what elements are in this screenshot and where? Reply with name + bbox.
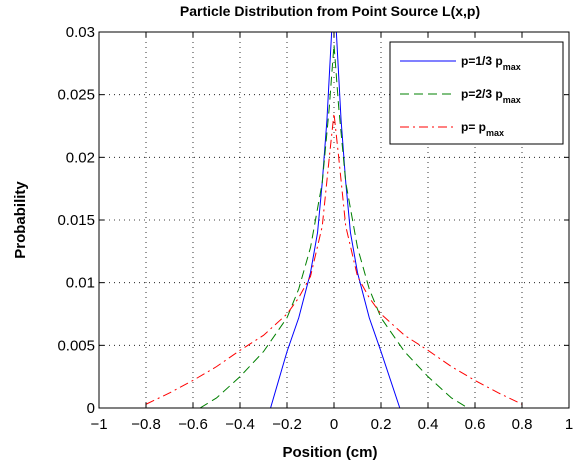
x-tick-label: −0.8 [131,416,161,433]
x-tick-label: 0 [330,416,338,433]
plot-area [145,32,523,408]
legend: p=1/3 pmax p=2/3 pmax p= pmax [389,41,564,145]
x-tick-label: 1 [565,416,573,433]
legend-box [389,41,564,145]
grid [99,32,569,408]
x-tick-label: 0.4 [418,416,439,433]
series-line-2 [199,44,469,408]
x-tick-label: −0.4 [225,416,255,433]
y-tick-label: 0 [87,400,95,417]
legend-label-1: p=1/3 pmax [461,54,521,72]
y-tick-label: 0.025 [57,87,95,104]
y-tick-label: 0.02 [66,149,95,166]
x-tick-label: 0.8 [512,416,533,433]
x-tick-label: 0.6 [465,416,486,433]
y-tick-label: 0.015 [57,212,95,229]
x-tick-label: −0.6 [178,416,208,433]
y-tick-label: 0.01 [66,275,95,292]
legend-label-3: p= pmax [461,120,504,138]
chart-title: Particle Distribution from Point Source … [180,3,480,19]
x-axis-label: Position (cm) [282,444,377,461]
legend-label-2: p=2/3 pmax [461,87,521,105]
y-tick-label: 0.03 [66,24,95,41]
x-tick-label: −0.2 [272,416,302,433]
x-tick-label: 0.2 [371,416,392,433]
y-axis-label: Probability [12,181,29,259]
y-tick-label: 0.005 [57,337,95,354]
axis-ticks: −1 −0.8 −0.6 −0.4 −0.2 0 0.2 0.4 0.6 0.8 1 0 0.005 0.… [57,24,573,433]
series-line-1 [270,32,401,408]
x-tick-label: −1 [90,416,107,433]
series-line-3 [145,113,523,405]
